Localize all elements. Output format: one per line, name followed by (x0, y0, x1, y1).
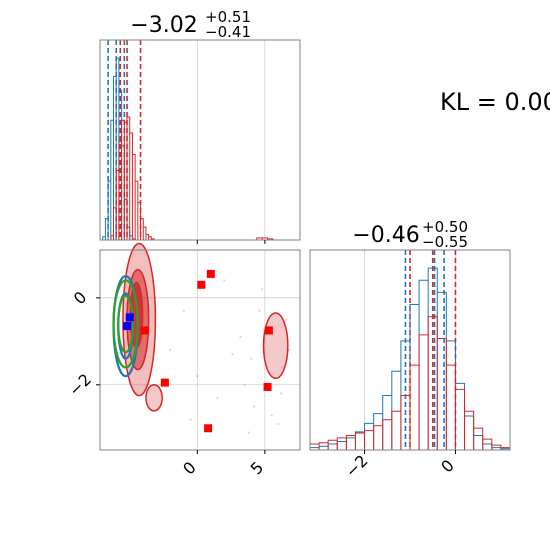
marginal-histogram-param-1: −3.02 +0.51 −0.41 (99, 8, 301, 244)
joint-scatter-point-8 (243, 383, 246, 386)
joint-scatter-point-3 (281, 366, 284, 369)
joint-scatter-point-9 (285, 318, 288, 321)
joint-scatter-point-1 (250, 357, 253, 360)
marginal-2-xtick-label-1: 0 (437, 456, 458, 477)
marginal-2-ticks: −2 0 (342, 450, 458, 481)
joint-scatter-point-2 (258, 309, 261, 312)
joint-scatter-point-13 (223, 279, 226, 282)
marginal-2-blue-histogram (309, 267, 511, 450)
joint-marker-7 (123, 322, 132, 331)
joint-scatter-point-10 (189, 418, 192, 421)
marginal-2-title-lower-error: −0.55 (422, 233, 468, 251)
marginal-1-title-lower-error: −0.41 (205, 23, 251, 41)
joint-scatter-point-17 (261, 288, 264, 291)
joint-scatter-points (169, 279, 291, 434)
joint-contour-red-island-3 (262, 312, 289, 380)
joint-ytick-label-0: 0 (70, 288, 91, 309)
joint-marker-2 (160, 378, 169, 387)
marginal-1-red-histogram (110, 116, 274, 240)
joint-marker-5 (204, 424, 213, 433)
joint-ytick-label-1: −2 (65, 370, 95, 400)
joint-contour-green-outer-7 (112, 279, 139, 369)
joint-contour-green-inner-8 (117, 294, 135, 354)
joint-marker-8 (125, 313, 134, 322)
joint-xtick-label-1: 5 (247, 458, 268, 479)
marginal-1-background (100, 40, 300, 240)
marginal-1-title-upper-error: +0.51 (205, 8, 251, 26)
marginal-2-title-value: −0.46 (352, 223, 419, 248)
marginal-2-title-upper-error: +0.50 (422, 218, 468, 236)
joint-scatter-point-19 (247, 431, 250, 434)
marginal-1-title-value: −3.02 (130, 13, 197, 38)
marginal-2-red-histogram (309, 316, 511, 450)
kl-annotation: KL = 0.00 (440, 88, 550, 116)
marginal-2-frame (309, 249, 511, 451)
joint-contour-panel: 0 5 0 −2 (65, 242, 301, 479)
joint-marker-3 (264, 326, 273, 335)
joint-marker-0 (197, 280, 206, 289)
joint-scatter-point-7 (231, 353, 234, 356)
marginal-histogram-param-2: −2 0 −0.46 +0.50 −0.55 (309, 218, 511, 481)
joint-scatter-point-11 (216, 396, 219, 399)
joint-scatter-point-12 (182, 309, 185, 312)
marginal-1-grid (196, 40, 266, 240)
marginal-2-histograms (309, 267, 511, 450)
joint-scatter-point-15 (169, 348, 172, 352)
joint-scatter-point-4 (288, 348, 291, 352)
joint-marker-1 (206, 269, 215, 278)
marginal-2-xtick-label-0: −2 (342, 451, 372, 481)
marginal-1-histograms (100, 57, 274, 241)
joint-scatter-point-16 (196, 374, 199, 378)
marginal-1-ticks (196, 240, 266, 244)
joint-scatter-point-18 (279, 392, 283, 395)
joint-marker-6 (140, 326, 149, 335)
joint-marker-4 (263, 382, 272, 391)
joint-scatter-point-6 (277, 422, 280, 426)
joint-contour-red-island-4 (145, 384, 163, 412)
joint-markers (123, 269, 273, 433)
joint-frame (99, 249, 301, 451)
joint-scatter-point-5 (252, 405, 256, 408)
joint-scatter-point-0 (239, 335, 242, 339)
joint-xtick-label-0: 0 (179, 458, 200, 479)
joint-scatter-point-14 (270, 414, 273, 417)
marginal-1-frame (99, 39, 301, 241)
